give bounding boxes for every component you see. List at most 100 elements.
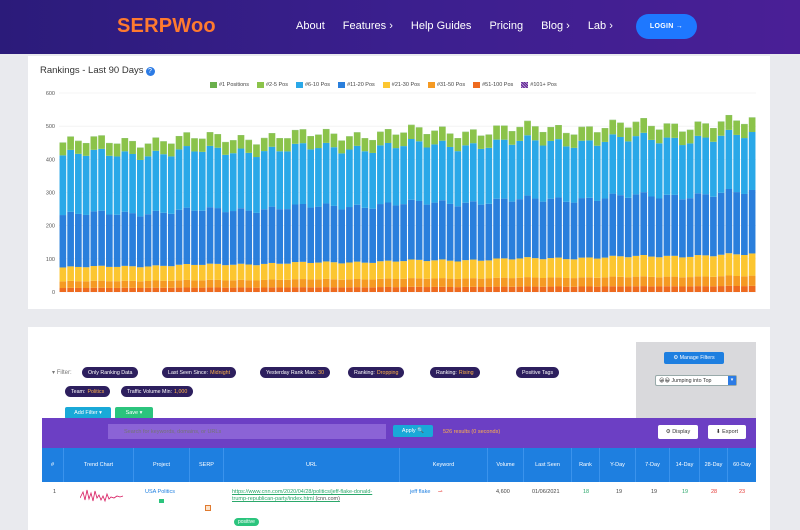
bar-segment[interactable]	[415, 286, 423, 292]
bar-segment[interactable]	[446, 203, 454, 261]
bar-segment[interactable]	[384, 286, 392, 292]
bar-segment[interactable]	[152, 150, 160, 211]
bar-segment[interactable]	[655, 257, 663, 278]
bar-segment[interactable]	[725, 115, 733, 130]
bar-segment[interactable]	[75, 287, 82, 292]
bar-segment[interactable]	[260, 138, 268, 152]
bar-segment[interactable]	[98, 265, 105, 281]
bar-segment[interactable]	[555, 125, 562, 140]
bar-segment[interactable]	[725, 285, 733, 292]
bar-segment[interactable]	[253, 144, 260, 158]
bar-segment[interactable]	[617, 195, 624, 257]
bar-segment[interactable]	[330, 262, 338, 280]
bar-segment[interactable]	[694, 276, 702, 287]
bar-segment[interactable]	[439, 259, 446, 279]
bar-segment[interactable]	[346, 136, 353, 150]
bar-segment[interactable]	[632, 136, 640, 195]
bar-segment[interactable]	[191, 151, 198, 211]
bar-segment[interactable]	[245, 210, 253, 265]
bar-segment[interactable]	[75, 213, 82, 267]
bar-segment[interactable]	[578, 257, 586, 278]
bar-segment[interactable]	[415, 127, 423, 142]
bar-segment[interactable]	[655, 198, 663, 258]
bar-segment[interactable]	[377, 204, 384, 262]
bar-segment[interactable]	[562, 286, 570, 292]
bar-segment[interactable]	[508, 201, 516, 260]
bar-segment[interactable]	[121, 211, 129, 266]
bar-segment[interactable]	[183, 264, 191, 280]
bar-segment[interactable]	[477, 148, 485, 205]
bar-segment[interactable]	[152, 287, 160, 292]
bar-segment[interactable]	[160, 265, 167, 281]
bar-segment[interactable]	[299, 143, 307, 204]
bar-segment[interactable]	[570, 202, 578, 260]
bar-segment[interactable]	[346, 279, 353, 288]
bar-segment[interactable]	[276, 209, 284, 264]
bar-segment[interactable]	[322, 278, 330, 288]
bar-segment[interactable]	[229, 287, 237, 292]
bar-segment[interactable]	[733, 134, 740, 193]
bar-segment[interactable]	[284, 263, 291, 280]
bar-segment[interactable]	[90, 136, 98, 150]
bar-segment[interactable]	[268, 279, 276, 288]
bar-segment[interactable]	[508, 286, 516, 292]
bar-segment[interactable]	[183, 146, 191, 208]
bar-segment[interactable]	[446, 286, 454, 292]
bar-segment[interactable]	[423, 287, 431, 292]
bar-segment[interactable]	[516, 286, 524, 292]
bar-segment[interactable]	[392, 261, 400, 279]
bar-segment[interactable]	[183, 207, 191, 264]
nav-lab[interactable]: Lab ›	[587, 20, 613, 32]
bar-segment[interactable]	[485, 134, 493, 148]
bar-segment[interactable]	[593, 145, 601, 201]
bar-segment[interactable]	[59, 142, 67, 156]
bar-segment[interactable]	[617, 123, 624, 137]
bar-segment[interactable]	[75, 141, 82, 154]
nav-help-guides[interactable]: Help Guides	[410, 20, 472, 32]
bar-segment[interactable]	[516, 258, 524, 278]
bar-segment[interactable]	[106, 281, 113, 288]
bar-segment[interactable]	[214, 208, 222, 264]
bar-segment[interactable]	[284, 287, 291, 292]
bar-segment[interactable]	[710, 141, 717, 197]
bar-segment[interactable]	[439, 286, 446, 292]
bar-segment[interactable]	[686, 130, 694, 144]
filter-chip-positive-tags[interactable]: Positive Tags	[516, 367, 560, 378]
bar-segment[interactable]	[578, 277, 586, 287]
bar-segment[interactable]	[206, 132, 214, 146]
bar-segment[interactable]	[454, 151, 462, 207]
bar-segment[interactable]	[198, 287, 206, 292]
bar-segment[interactable]	[570, 286, 578, 292]
bar-segment[interactable]	[307, 287, 315, 292]
bar-segment[interactable]	[609, 193, 617, 256]
bar-segment[interactable]	[361, 262, 369, 280]
bar-segment[interactable]	[129, 153, 136, 214]
bar-segment[interactable]	[222, 287, 229, 292]
bar-segment[interactable]	[609, 134, 617, 194]
bar-segment[interactable]	[423, 204, 431, 262]
bar-segment[interactable]	[175, 280, 183, 288]
bar-segment[interactable]	[229, 211, 237, 265]
bar-segment[interactable]	[601, 198, 609, 258]
bar-segment[interactable]	[175, 209, 183, 265]
bar-segment[interactable]	[369, 262, 376, 280]
bar-segment[interactable]	[462, 278, 469, 287]
bar-segment[interactable]	[167, 287, 175, 292]
bar-segment[interactable]	[175, 136, 183, 150]
bar-segment[interactable]	[547, 198, 555, 259]
collapse-icon[interactable]: ▾	[52, 370, 57, 376]
bar-segment[interactable]	[741, 276, 748, 287]
bar-segment[interactable]	[648, 286, 655, 292]
bar-segment[interactable]	[214, 147, 222, 209]
bar-segment[interactable]	[570, 147, 578, 203]
bar-segment[interactable]	[663, 123, 671, 138]
bar-segment[interactable]	[315, 262, 322, 280]
bar-segment[interactable]	[121, 280, 129, 288]
bar-segment[interactable]	[547, 277, 555, 287]
bar-segment[interactable]	[686, 256, 694, 278]
bar-segment[interactable]	[555, 277, 562, 287]
bar-segment[interactable]	[748, 189, 756, 254]
bar-segment[interactable]	[198, 280, 206, 288]
bar-segment[interactable]	[229, 280, 237, 288]
bar-segment[interactable]	[237, 208, 245, 264]
